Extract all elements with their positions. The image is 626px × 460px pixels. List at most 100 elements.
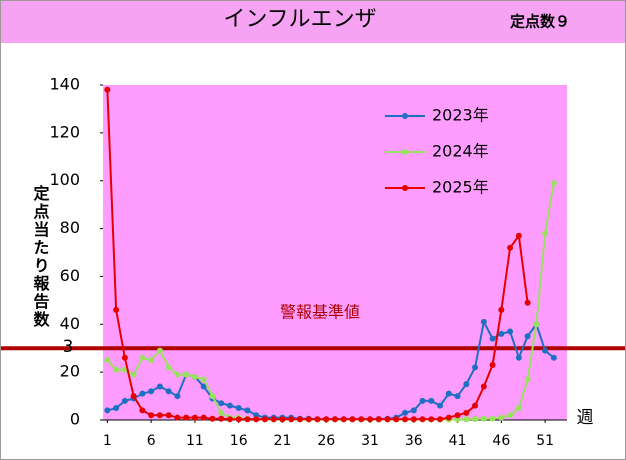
data-point bbox=[121, 397, 128, 404]
data-point bbox=[402, 409, 409, 416]
data-point bbox=[165, 364, 172, 371]
data-point bbox=[235, 416, 242, 423]
data-point bbox=[367, 416, 374, 423]
x-tick-label: 31 bbox=[361, 433, 379, 449]
data-point bbox=[139, 390, 146, 397]
data-point bbox=[148, 388, 155, 395]
x-tick-label: 1 bbox=[103, 433, 112, 449]
alert-axis-label: 3 bbox=[63, 337, 74, 357]
data-point bbox=[104, 407, 111, 414]
data-point bbox=[174, 393, 181, 400]
x-tick-label: 11 bbox=[186, 433, 204, 449]
data-point bbox=[515, 405, 522, 412]
data-point bbox=[130, 393, 137, 400]
y-tick-label: 140 bbox=[49, 75, 80, 94]
data-point bbox=[174, 414, 181, 421]
alert-label: 警報基準値 bbox=[280, 303, 360, 322]
data-point bbox=[314, 416, 321, 423]
legend-marker bbox=[402, 113, 408, 119]
data-point bbox=[148, 357, 155, 364]
x-tick-label: 46 bbox=[492, 433, 510, 449]
x-tick-label: 51 bbox=[536, 433, 554, 449]
data-point bbox=[104, 86, 111, 93]
data-point bbox=[226, 416, 233, 423]
data-point bbox=[498, 414, 505, 421]
data-point bbox=[218, 400, 225, 407]
data-point bbox=[209, 393, 216, 400]
data-point bbox=[463, 409, 470, 416]
legend-label: 2025年 bbox=[432, 178, 489, 197]
data-point bbox=[410, 407, 417, 414]
data-point bbox=[454, 393, 461, 400]
x-tick-label: 41 bbox=[449, 433, 467, 449]
data-point bbox=[419, 416, 426, 423]
y-tick-label: 80 bbox=[60, 218, 80, 237]
data-point bbox=[533, 321, 540, 328]
legend-label: 2023年 bbox=[432, 106, 489, 125]
legend-marker bbox=[402, 185, 408, 191]
data-point bbox=[480, 318, 487, 325]
data-point bbox=[253, 416, 260, 423]
data-point bbox=[191, 373, 198, 380]
data-point bbox=[393, 416, 400, 423]
data-point bbox=[139, 407, 146, 414]
data-point bbox=[165, 388, 172, 395]
data-point bbox=[463, 381, 470, 388]
y-tick-label: 120 bbox=[49, 122, 80, 141]
legend-marker bbox=[402, 149, 408, 155]
data-point bbox=[507, 328, 514, 335]
data-point bbox=[507, 244, 514, 251]
y-tick-label: 20 bbox=[60, 362, 80, 381]
data-point bbox=[218, 415, 225, 422]
data-point bbox=[480, 383, 487, 390]
data-point bbox=[340, 416, 347, 423]
data-point bbox=[524, 333, 531, 340]
data-point bbox=[454, 416, 461, 423]
data-point bbox=[279, 416, 286, 423]
data-point bbox=[113, 405, 120, 412]
data-point bbox=[244, 407, 251, 414]
data-point bbox=[191, 414, 198, 421]
data-point bbox=[305, 416, 312, 423]
data-point bbox=[542, 347, 549, 354]
data-point bbox=[542, 230, 549, 237]
data-point bbox=[156, 383, 163, 390]
data-point bbox=[218, 409, 225, 416]
data-point bbox=[507, 412, 514, 419]
data-point bbox=[428, 416, 435, 423]
data-point bbox=[515, 354, 522, 361]
data-point bbox=[445, 390, 452, 397]
data-point bbox=[437, 416, 444, 423]
data-point bbox=[358, 416, 365, 423]
data-point bbox=[156, 347, 163, 354]
x-tick-label: 36 bbox=[405, 433, 423, 449]
data-point bbox=[165, 412, 172, 419]
x-tick-label: 6 bbox=[147, 433, 156, 449]
data-point bbox=[121, 354, 128, 361]
y-tick-label: 60 bbox=[60, 266, 80, 285]
data-point bbox=[419, 397, 426, 404]
data-point bbox=[375, 416, 382, 423]
data-point bbox=[472, 364, 479, 371]
data-point bbox=[402, 416, 409, 423]
data-point bbox=[183, 414, 190, 421]
data-point bbox=[489, 415, 496, 422]
plot-area bbox=[103, 85, 567, 420]
y-tick-label: 100 bbox=[49, 170, 80, 189]
data-point bbox=[498, 330, 505, 337]
data-point bbox=[550, 180, 557, 187]
data-point bbox=[174, 371, 181, 378]
data-point bbox=[332, 416, 338, 423]
data-point bbox=[139, 354, 146, 361]
data-point bbox=[550, 354, 557, 361]
data-point bbox=[524, 376, 531, 383]
data-point bbox=[445, 414, 452, 421]
data-point bbox=[226, 402, 233, 409]
data-point bbox=[296, 416, 303, 423]
y-axis-label: 定点当たり報告数 bbox=[31, 184, 51, 329]
x-axis-label: 週 bbox=[577, 408, 594, 428]
data-point bbox=[288, 416, 295, 423]
data-point bbox=[183, 371, 190, 378]
